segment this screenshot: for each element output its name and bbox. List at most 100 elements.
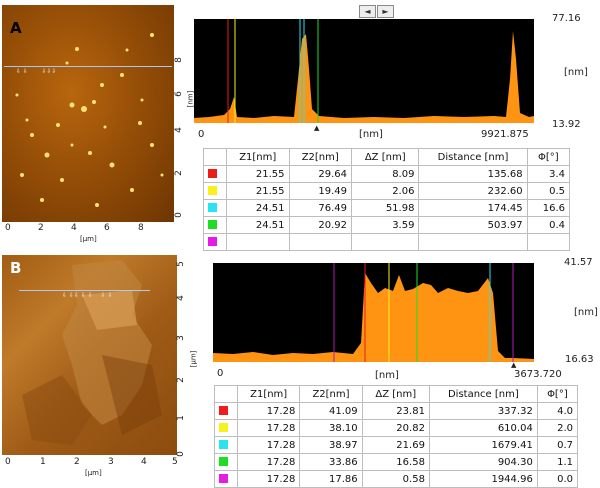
dz-cell: 2.06 xyxy=(350,182,420,200)
x-tick: 4 xyxy=(141,457,147,467)
y-tick: 2 xyxy=(175,377,186,383)
z1-cell: 17.28 xyxy=(236,419,301,437)
distance-cell: 904.30 xyxy=(428,453,538,471)
x-start-label: 0 xyxy=(198,129,205,140)
y-unit-label: [nm] xyxy=(564,67,588,78)
y-tick: 0 xyxy=(175,451,186,457)
y-tick: 3 xyxy=(175,335,186,341)
col-header: Distance [nm] xyxy=(428,385,538,403)
afm-image-b[interactable]: ⇩ ⇩⇩ ⇩ ⇩ ⇩ ⇩ B xyxy=(2,255,177,455)
x-tick: 6 xyxy=(104,223,110,233)
phi-cell: 3.4 xyxy=(526,165,571,183)
table-row[interactable]: 17.28 38.10 20.82 610.04 2.0 xyxy=(214,419,579,437)
height-profile-b[interactable] xyxy=(213,263,534,362)
x-unit-label: [nm] xyxy=(375,370,399,381)
color-swatch xyxy=(214,402,238,420)
afm-particles-a xyxy=(15,33,164,207)
table-header: Z1[nm] Z2[nm] ΔZ [nm] Distance [nm] Φ[°] xyxy=(203,148,571,166)
z1-cell: 21.55 xyxy=(226,182,290,200)
panel-letter-b: B xyxy=(10,259,22,277)
y-tick: 0 xyxy=(173,212,184,218)
dz-cell: 20.82 xyxy=(361,419,430,437)
swatch-col-header xyxy=(203,148,227,166)
x-unit-label: [µm] xyxy=(85,469,102,477)
table-row[interactable]: 21.55 19.49 2.06 232.60 0.5 xyxy=(203,182,571,200)
scan-line-b[interactable] xyxy=(19,290,150,291)
profile-graph-b xyxy=(213,263,534,362)
phi-cell: 2.0 xyxy=(536,419,579,437)
col-header: ΔZ [nm] xyxy=(350,148,420,166)
phi-cell: 1.1 xyxy=(536,453,579,471)
cursor-markers-b[interactable]: ⇩ ⇩⇩ ⇩ ⇩ ⇩ ⇩ xyxy=(62,292,113,299)
col-header: Z2[nm] xyxy=(299,385,363,403)
dz-cell: 21.69 xyxy=(361,436,430,454)
col-header: ΔZ [nm] xyxy=(361,385,430,403)
col-header: Z1[nm] xyxy=(236,385,301,403)
distance-cell: 610.04 xyxy=(428,419,538,437)
y-unit-label: [µm] xyxy=(189,350,198,368)
table-row[interactable] xyxy=(203,233,571,251)
prev-button[interactable]: ◄ xyxy=(359,5,376,18)
z2-cell: 20.92 xyxy=(288,216,352,234)
z1-cell: 17.28 xyxy=(236,402,301,420)
x-tick: 0 xyxy=(5,457,11,467)
dz-cell: 8.09 xyxy=(350,165,420,183)
cursor-triangle[interactable]: ▲ xyxy=(511,361,517,369)
next-button[interactable]: ► xyxy=(377,5,394,18)
y-tick: 6 xyxy=(173,91,184,97)
dz-cell: 0.58 xyxy=(361,470,430,488)
z2-cell: 38.10 xyxy=(299,419,363,437)
y-tick: 8 xyxy=(173,57,184,63)
z1-cell: 17.28 xyxy=(236,453,301,471)
y-tick: 4 xyxy=(173,127,184,133)
x-tick: 0 xyxy=(5,223,11,233)
height-profile-a[interactable] xyxy=(194,19,534,123)
color-swatch xyxy=(214,470,238,488)
y-max-label: 41.57 xyxy=(564,257,593,268)
dz-cell: 16.58 xyxy=(361,453,430,471)
col-header: Φ[°] xyxy=(536,385,579,403)
z2-cell: 19.49 xyxy=(288,182,352,200)
z2-cell: 29.64 xyxy=(288,165,352,183)
distance-cell: 232.60 xyxy=(418,182,528,200)
x-tick: 8 xyxy=(138,223,144,233)
y-unit-label: [nm] xyxy=(574,307,598,318)
z2-cell: 17.86 xyxy=(299,470,363,488)
y-max-label: 77.16 xyxy=(552,13,581,24)
distance-cell: 135.68 xyxy=(418,165,528,183)
color-swatch xyxy=(214,436,238,454)
phi-cell: 4.0 xyxy=(536,402,579,420)
profile-graph-a xyxy=(194,19,534,123)
measurement-table-a: Z1[nm] Z2[nm] ΔZ [nm] Distance [nm] Φ[°]… xyxy=(203,148,571,251)
distance-cell: 174.45 xyxy=(418,199,528,217)
table-row[interactable]: 21.55 29.64 8.09 135.68 3.4 xyxy=(203,165,571,183)
color-swatch xyxy=(203,233,227,251)
x-tick: 2 xyxy=(38,223,44,233)
color-swatch xyxy=(203,216,227,234)
dz-cell: 51.98 xyxy=(350,199,420,217)
z1-cell: 24.51 xyxy=(226,199,290,217)
table-row[interactable]: 17.28 33.86 16.58 904.30 1.1 xyxy=(214,453,579,471)
col-header: Distance [nm] xyxy=(418,148,528,166)
phi-cell xyxy=(526,233,571,251)
table-row[interactable]: 17.28 17.86 0.58 1944.96 0.0 xyxy=(214,470,579,488)
phi-cell: 0.7 xyxy=(536,436,579,454)
color-swatch xyxy=(214,453,238,471)
x-unit-label: [µm] xyxy=(80,235,97,243)
profile-left-unit: [nm] xyxy=(186,90,195,108)
phi-cell: 0.0 xyxy=(536,470,579,488)
scan-line-a[interactable] xyxy=(4,66,172,67)
table-row[interactable]: 17.28 38.97 21.69 1679.41 0.7 xyxy=(214,436,579,454)
cursor-markers-a[interactable]: ⇩ ⇩ ⇩⇩⇩ xyxy=(16,68,57,75)
afm-image-a[interactable]: ⇩ ⇩ ⇩⇩⇩ A xyxy=(2,5,174,222)
col-header: Z2[nm] xyxy=(288,148,352,166)
cursor-triangle[interactable]: ▲ xyxy=(314,124,320,132)
table-row[interactable]: 24.51 76.49 51.98 174.45 16.6 xyxy=(203,199,571,217)
x-tick: 2 xyxy=(74,457,80,467)
phi-cell: 0.5 xyxy=(526,182,571,200)
z1-cell: 24.51 xyxy=(226,216,290,234)
table-row[interactable]: 17.28 41.09 23.81 337.32 4.0 xyxy=(214,402,579,420)
x-tick: 5 xyxy=(172,457,178,467)
phi-cell: 16.6 xyxy=(526,199,571,217)
table-row[interactable]: 24.51 20.92 3.59 503.97 0.4 xyxy=(203,216,571,234)
